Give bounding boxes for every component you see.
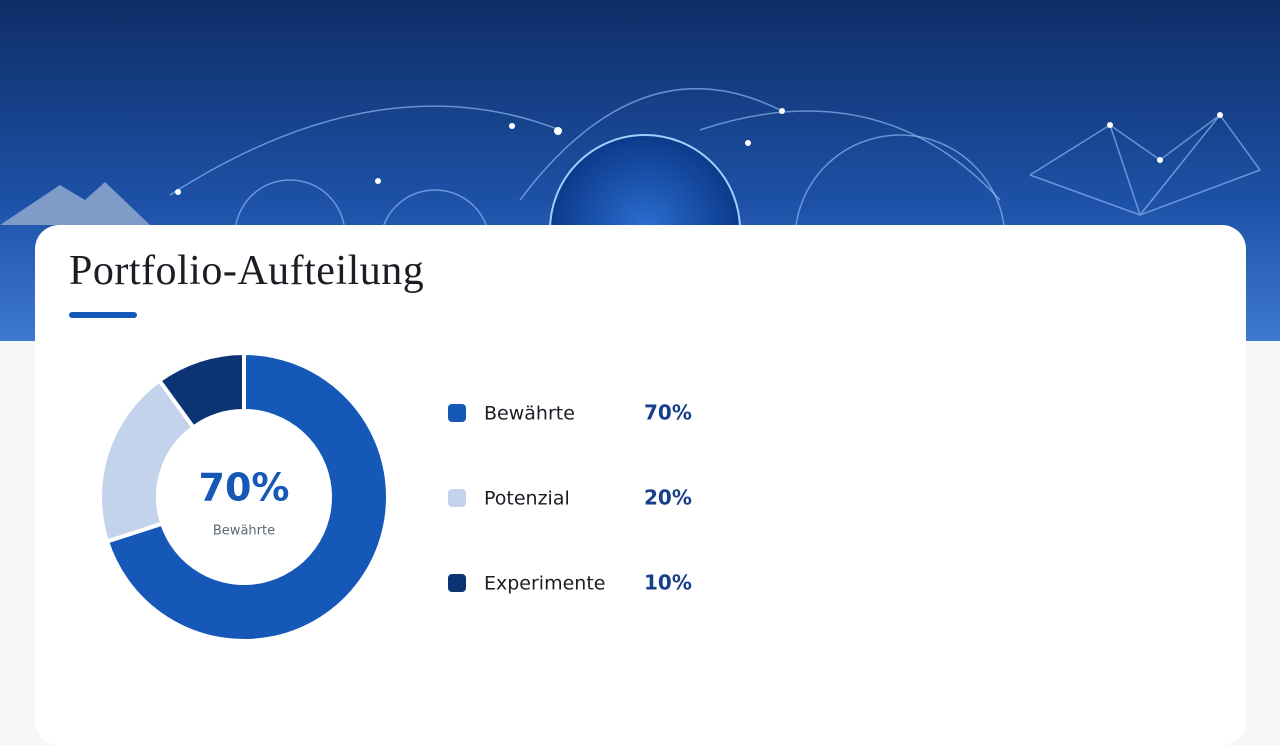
chart: 70% Bewährte Bewährte 70% Potenzial 20% Expe… [98,350,692,643]
donut-segment [98,377,197,545]
legend-swatch [448,489,466,507]
legend-label: Potenzial [484,488,570,510]
mountains [0,182,150,225]
center-label: Bewährte [213,524,275,539]
chart-title: Portfolio-Aufteilung [69,248,425,294]
legend-label: Experimente [484,573,605,595]
legend-label: Bewährte [484,403,575,425]
network-dots [175,108,1223,195]
legend-value: 10% [644,571,692,595]
donut-segment [156,350,246,431]
legend-swatch [448,404,466,422]
center-value: 70% [199,466,290,510]
donut-segment [104,350,390,643]
card: Portfolio-Aufteilung 70% Bewährte Bewähr… [35,225,1246,745]
slide: Portfolio-Aufteilung 70% Bewährte Bewähr… [0,0,1280,641]
legend-value: 70% [644,401,692,425]
title-underline [69,312,137,318]
legend-swatch [448,574,466,592]
legend-value: 20% [644,486,692,510]
